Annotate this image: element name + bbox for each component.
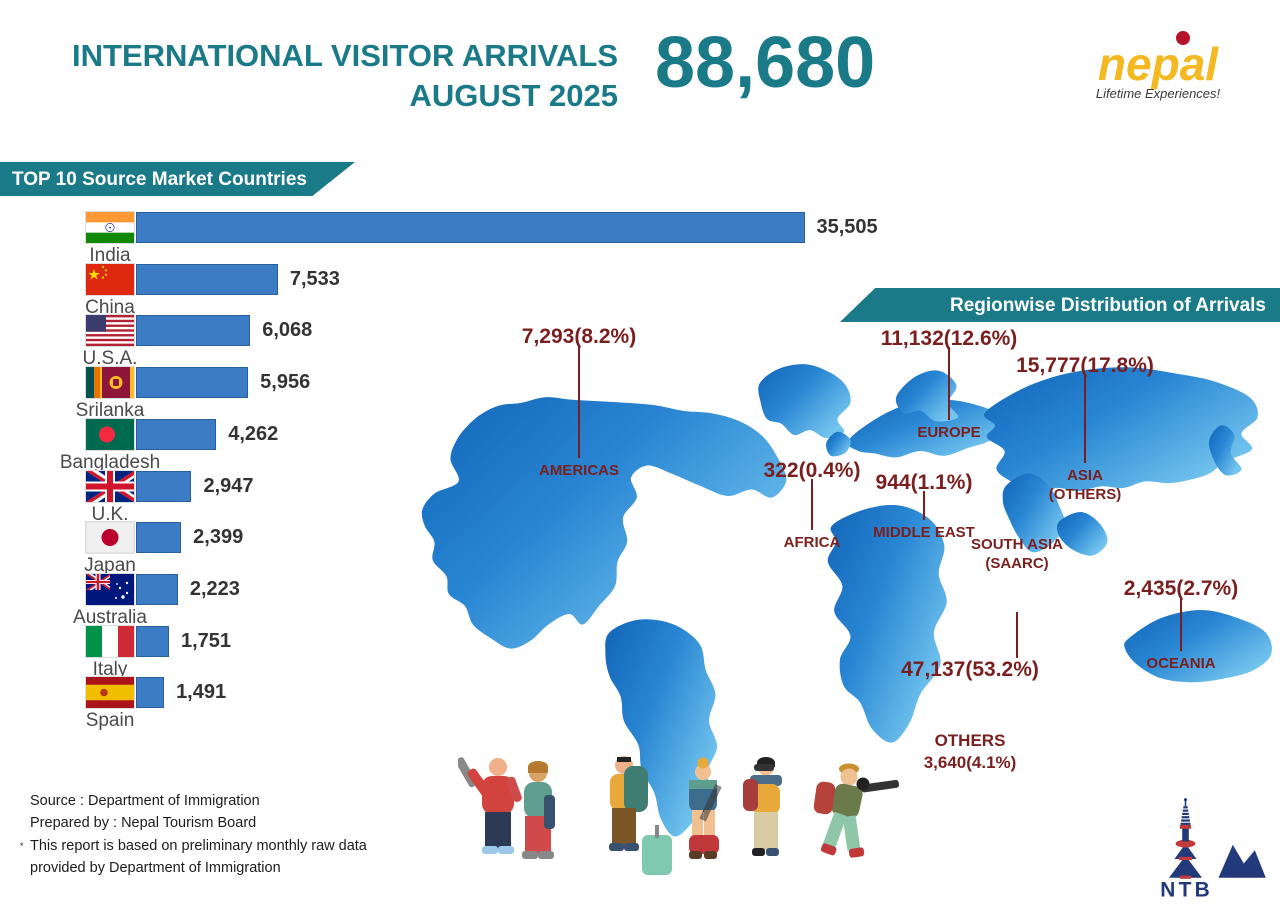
svg-text:NTB: NTB [1160, 878, 1213, 900]
